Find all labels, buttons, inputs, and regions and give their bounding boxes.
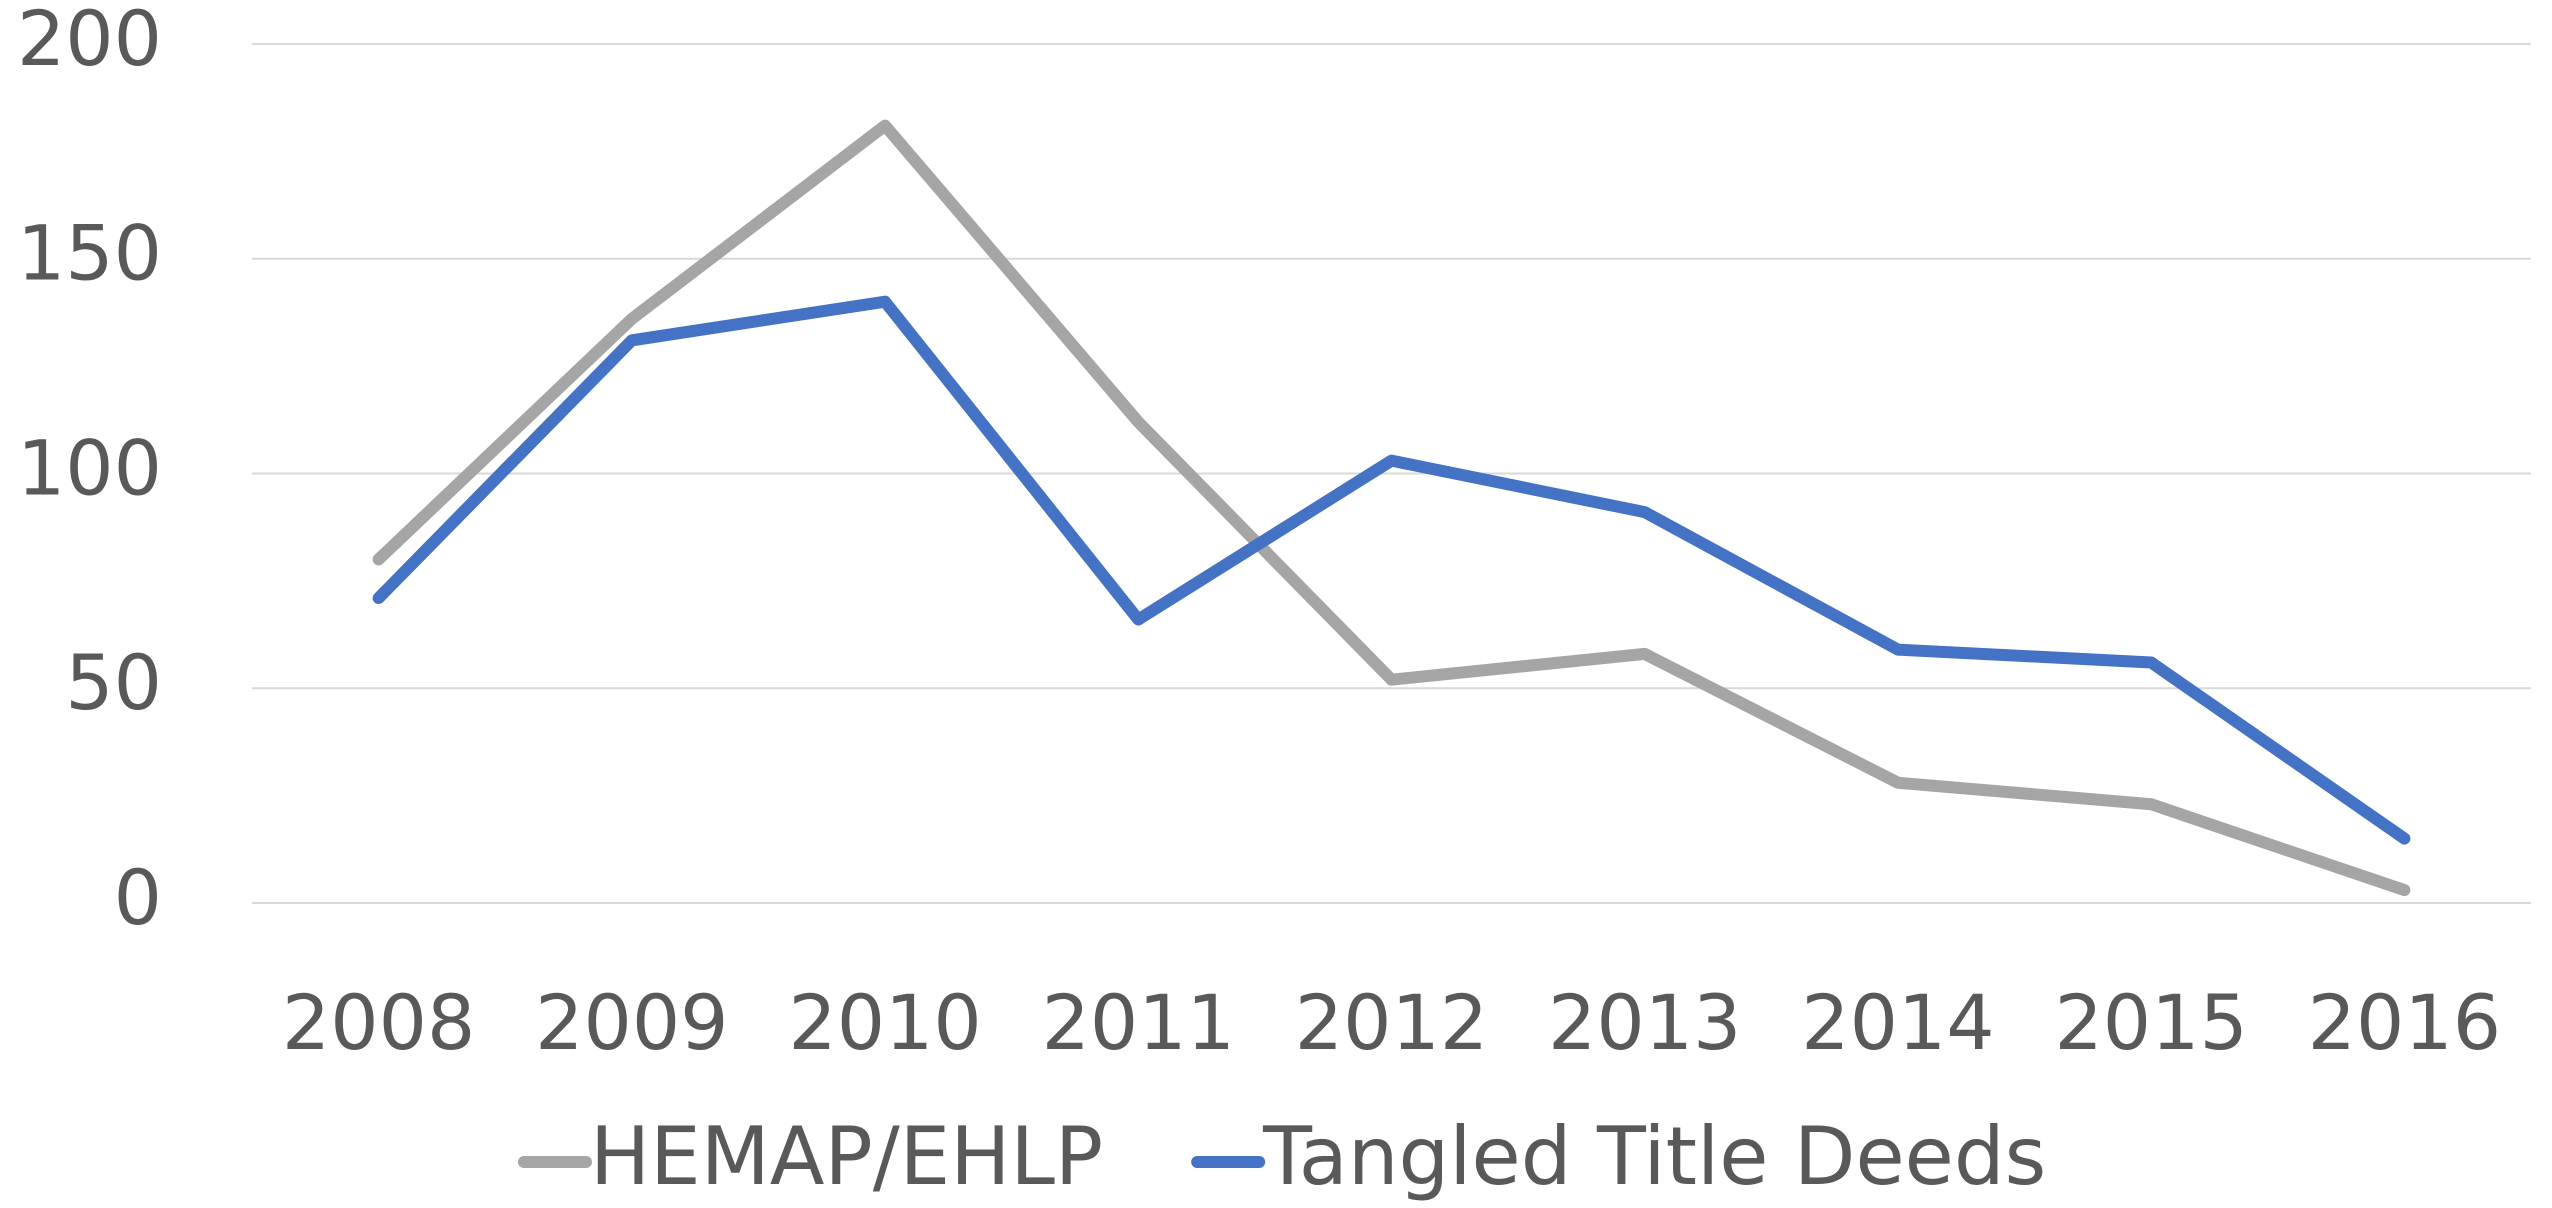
- line-series: [372, 119, 2411, 897]
- x-tick-label: 2012: [1295, 978, 1488, 1067]
- line-series: [372, 295, 2411, 845]
- x-tick-label: 2014: [1801, 978, 1994, 1067]
- y-tick-label: 200: [17, 0, 162, 83]
- x-tick-label: 2016: [2308, 978, 2501, 1067]
- x-tick-label: 2008: [282, 978, 475, 1067]
- x-tick-label: 2011: [1042, 978, 1235, 1067]
- y-tick-label: 0: [114, 853, 162, 942]
- legend-label: HEMAP/EHLP: [590, 1110, 1103, 1203]
- x-tick-label: 2015: [2054, 978, 2247, 1067]
- y-tick-label: 100: [17, 423, 162, 512]
- y-tick-label: 150: [17, 209, 162, 298]
- x-tick-label: 2010: [788, 978, 981, 1067]
- x-tick-label: 2013: [1548, 978, 1741, 1067]
- y-tick-label: 50: [65, 638, 162, 727]
- x-tick-label: 2009: [535, 978, 728, 1067]
- legend-label: Tangled Title Deeds: [1262, 1110, 2046, 1203]
